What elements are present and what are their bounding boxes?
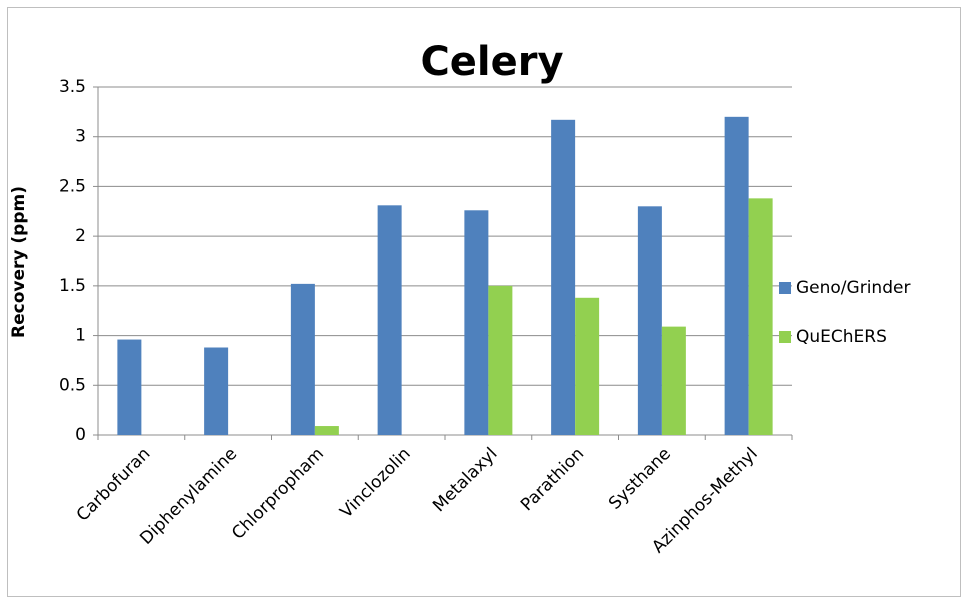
legend-swatch [779,331,791,343]
bar [117,339,142,435]
legend-label: QuEChERS [796,327,887,347]
y-axis-label: Recovery (ppm) [9,186,29,338]
y-tick-label: 2.5 [59,176,86,196]
legend-label: Geno/Grinder [796,278,910,298]
y-tick-label: 3 [75,127,86,147]
bar [204,347,229,435]
legend-swatch [779,282,791,294]
bar [377,205,402,435]
bar [314,426,339,435]
bar [488,285,513,435]
chart-title: Celery [420,39,563,85]
y-tick-label: 1.5 [59,276,86,296]
y-tick-label: 1 [75,326,86,346]
bar [724,116,749,435]
bar [637,206,662,435]
bar [551,119,576,435]
bar [661,326,686,435]
bar [464,210,489,435]
y-tick-label: 2 [75,226,86,246]
y-tick-label: 3.5 [59,77,86,97]
bar [290,283,315,435]
y-tick-label: 0.5 [59,375,86,395]
bar [575,297,600,435]
bar [748,198,773,435]
y-tick-label: 0 [75,425,86,445]
